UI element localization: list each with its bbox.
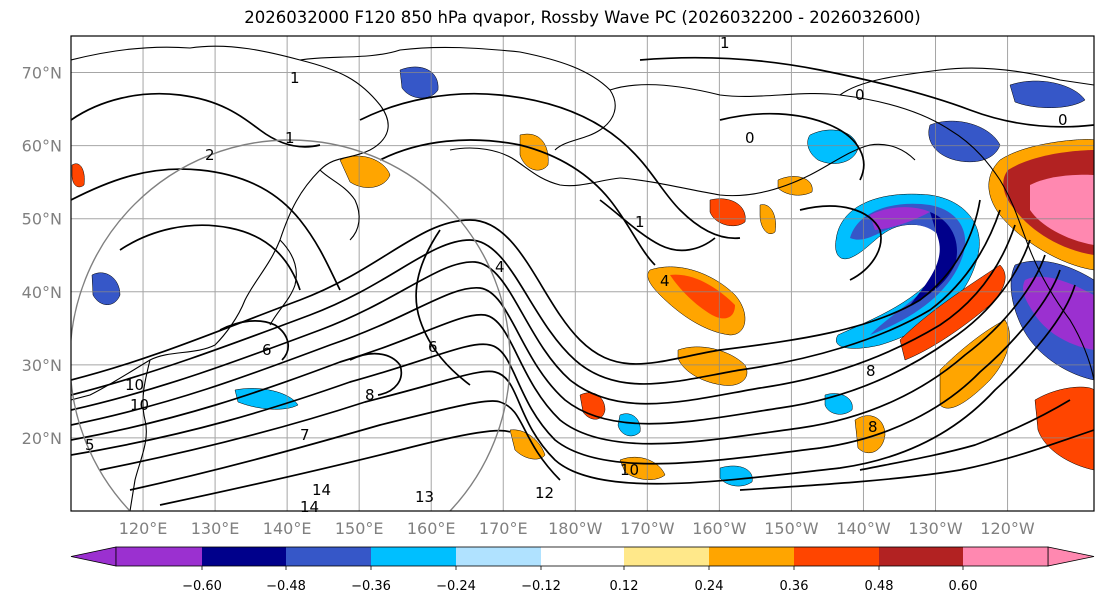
contour-labels: 1 2 1 0 0 1 4 4 6 6 8 8 10 10 12 13 14 1… [85,34,1068,516]
coastlines [71,45,1094,511]
positive-anomaly-bering [519,133,549,171]
contour-label: 13 [415,488,434,506]
latitude-labels: 70°N 60°N 50°N 40°N 30°N 20°N [22,64,62,448]
longitude-tick-label: 160°E [407,519,456,538]
positive-anomaly-bc-peak [1030,174,1094,245]
negative-anomaly-china [91,272,121,305]
longitude-labels: 120°E 130°E 140°E 150°E 160°E 170°E 180°W 170°W… [119,519,1035,538]
colorbar-tick-label: 0.24 [695,579,724,594]
contour-label: 4 [660,272,670,290]
colorbar-bin [879,547,963,566]
colorbar-tick-label: 0.48 [865,579,894,594]
longitude-tick-label: 120°W [980,519,1035,538]
longitude-tick-label: 140°E [263,519,312,538]
colorbar-tick-label: 0.12 [610,579,639,594]
negative-anomaly-hawaii [824,393,853,415]
colorbar-tick-label: −0.12 [521,579,561,594]
positive-anomaly-se [1034,386,1094,471]
colorbar-bin [963,547,1048,566]
colorbar-tick-label: −0.48 [266,579,306,594]
colorbar-bin [624,547,709,566]
contour-label: 10 [620,461,639,479]
contour-label: 14 [300,498,319,516]
contour-label: 0 [1058,111,1068,129]
latitude-tick-label: 40°N [22,283,62,302]
longitude-tick-label: 170°E [479,519,528,538]
contour-label: 8 [365,386,375,404]
longitude-tick-label: 120°E [119,519,168,538]
contour-label: 10 [125,376,144,394]
negative-anomaly-siberia [399,66,439,99]
colorbar-bin [709,547,794,566]
contour-label: 0 [855,86,865,104]
colorbar-bin [116,547,202,566]
contour-label: 6 [262,341,272,359]
contour-label: 0 [745,129,755,147]
colorbar-bin [371,547,456,566]
colorbar-bin [541,547,624,566]
latitude-tick-label: 50°N [22,210,62,229]
contour-label: 6 [428,338,438,356]
contour-label: 4 [495,258,505,276]
contour-label: 14 [312,481,331,499]
latitude-tick-label: 20°N [22,429,62,448]
positive-anomaly-central-1-core [670,274,735,319]
contour-label: 8 [868,418,878,436]
longitude-tick-label: 160°W [692,519,747,538]
colorbar-bin [286,547,371,566]
colorbar-bin [202,547,286,566]
positive-anomaly-kamchatka [339,155,391,188]
colorbar-bin [794,547,879,566]
longitude-tick-label: 130°E [191,519,240,538]
negative-anomaly-alaska [928,120,1001,163]
positive-anomaly-hawaii [854,415,886,454]
contour-label: 2 [205,146,215,164]
contour-label: 7 [300,426,310,444]
latitude-tick-label: 60°N [22,137,62,156]
latitude-tick-label: 30°N [22,356,62,375]
colorbar-tick-label: 0.36 [780,579,809,594]
colorbar-tick-label: 0.60 [949,579,978,594]
positive-anomaly-yellowsea [71,163,85,188]
map-panel [71,36,1094,511]
contour-label: 8 [866,362,876,380]
positive-anomaly-ribbon [899,264,1006,361]
longitude-tick-label: 150°E [335,519,384,538]
contour-label: 1 [290,69,300,87]
colorbar-extend-max [1047,546,1095,567]
positive-anomaly-bering-4 [777,176,813,196]
negative-anomaly-arctic [1009,80,1086,109]
contour-label: 1 [285,129,295,147]
longitude-tick-label: 130°W [908,519,963,538]
qvapor-shading [71,66,1094,487]
longitude-tick-label: 170°W [620,519,675,538]
colorbar-bin [456,547,541,566]
longitude-tick-label: 180°W [548,519,603,538]
longitude-tick-label: 140°W [836,519,891,538]
colorbar-tick-label: −0.60 [182,579,222,594]
geopotential-contours [71,56,1094,506]
longitude-tick-label: 150°W [764,519,819,538]
negative-anomaly-pacific [617,413,641,437]
colorbar-tick-label: −0.36 [351,579,391,594]
map-border [70,35,1095,512]
colorbar: −0.60 −0.48 −0.36 −0.24 −0.12 0.12 0.24 0.36 0.4… [70,546,1095,594]
positive-anomaly-central-2 [677,346,748,386]
range-rings [71,139,511,511]
contour-label: 1 [635,213,645,231]
colorbar-outline [115,546,1049,567]
contour-label: 1 [720,34,730,52]
latitude-tick-label: 70°N [22,64,62,83]
colorbar-tick-label: −0.24 [436,579,476,594]
contour-label: 5 [85,436,95,454]
negative-anomaly-south [719,465,753,487]
contour-label: 10 [130,396,149,414]
colorbar-extend-min [70,546,117,567]
contour-label: 12 [535,484,554,502]
negative-anomaly-gulf-dark [910,212,958,305]
map-title: 2026032000 F120 850 hPa qvapor, Rossby W… [244,8,921,27]
